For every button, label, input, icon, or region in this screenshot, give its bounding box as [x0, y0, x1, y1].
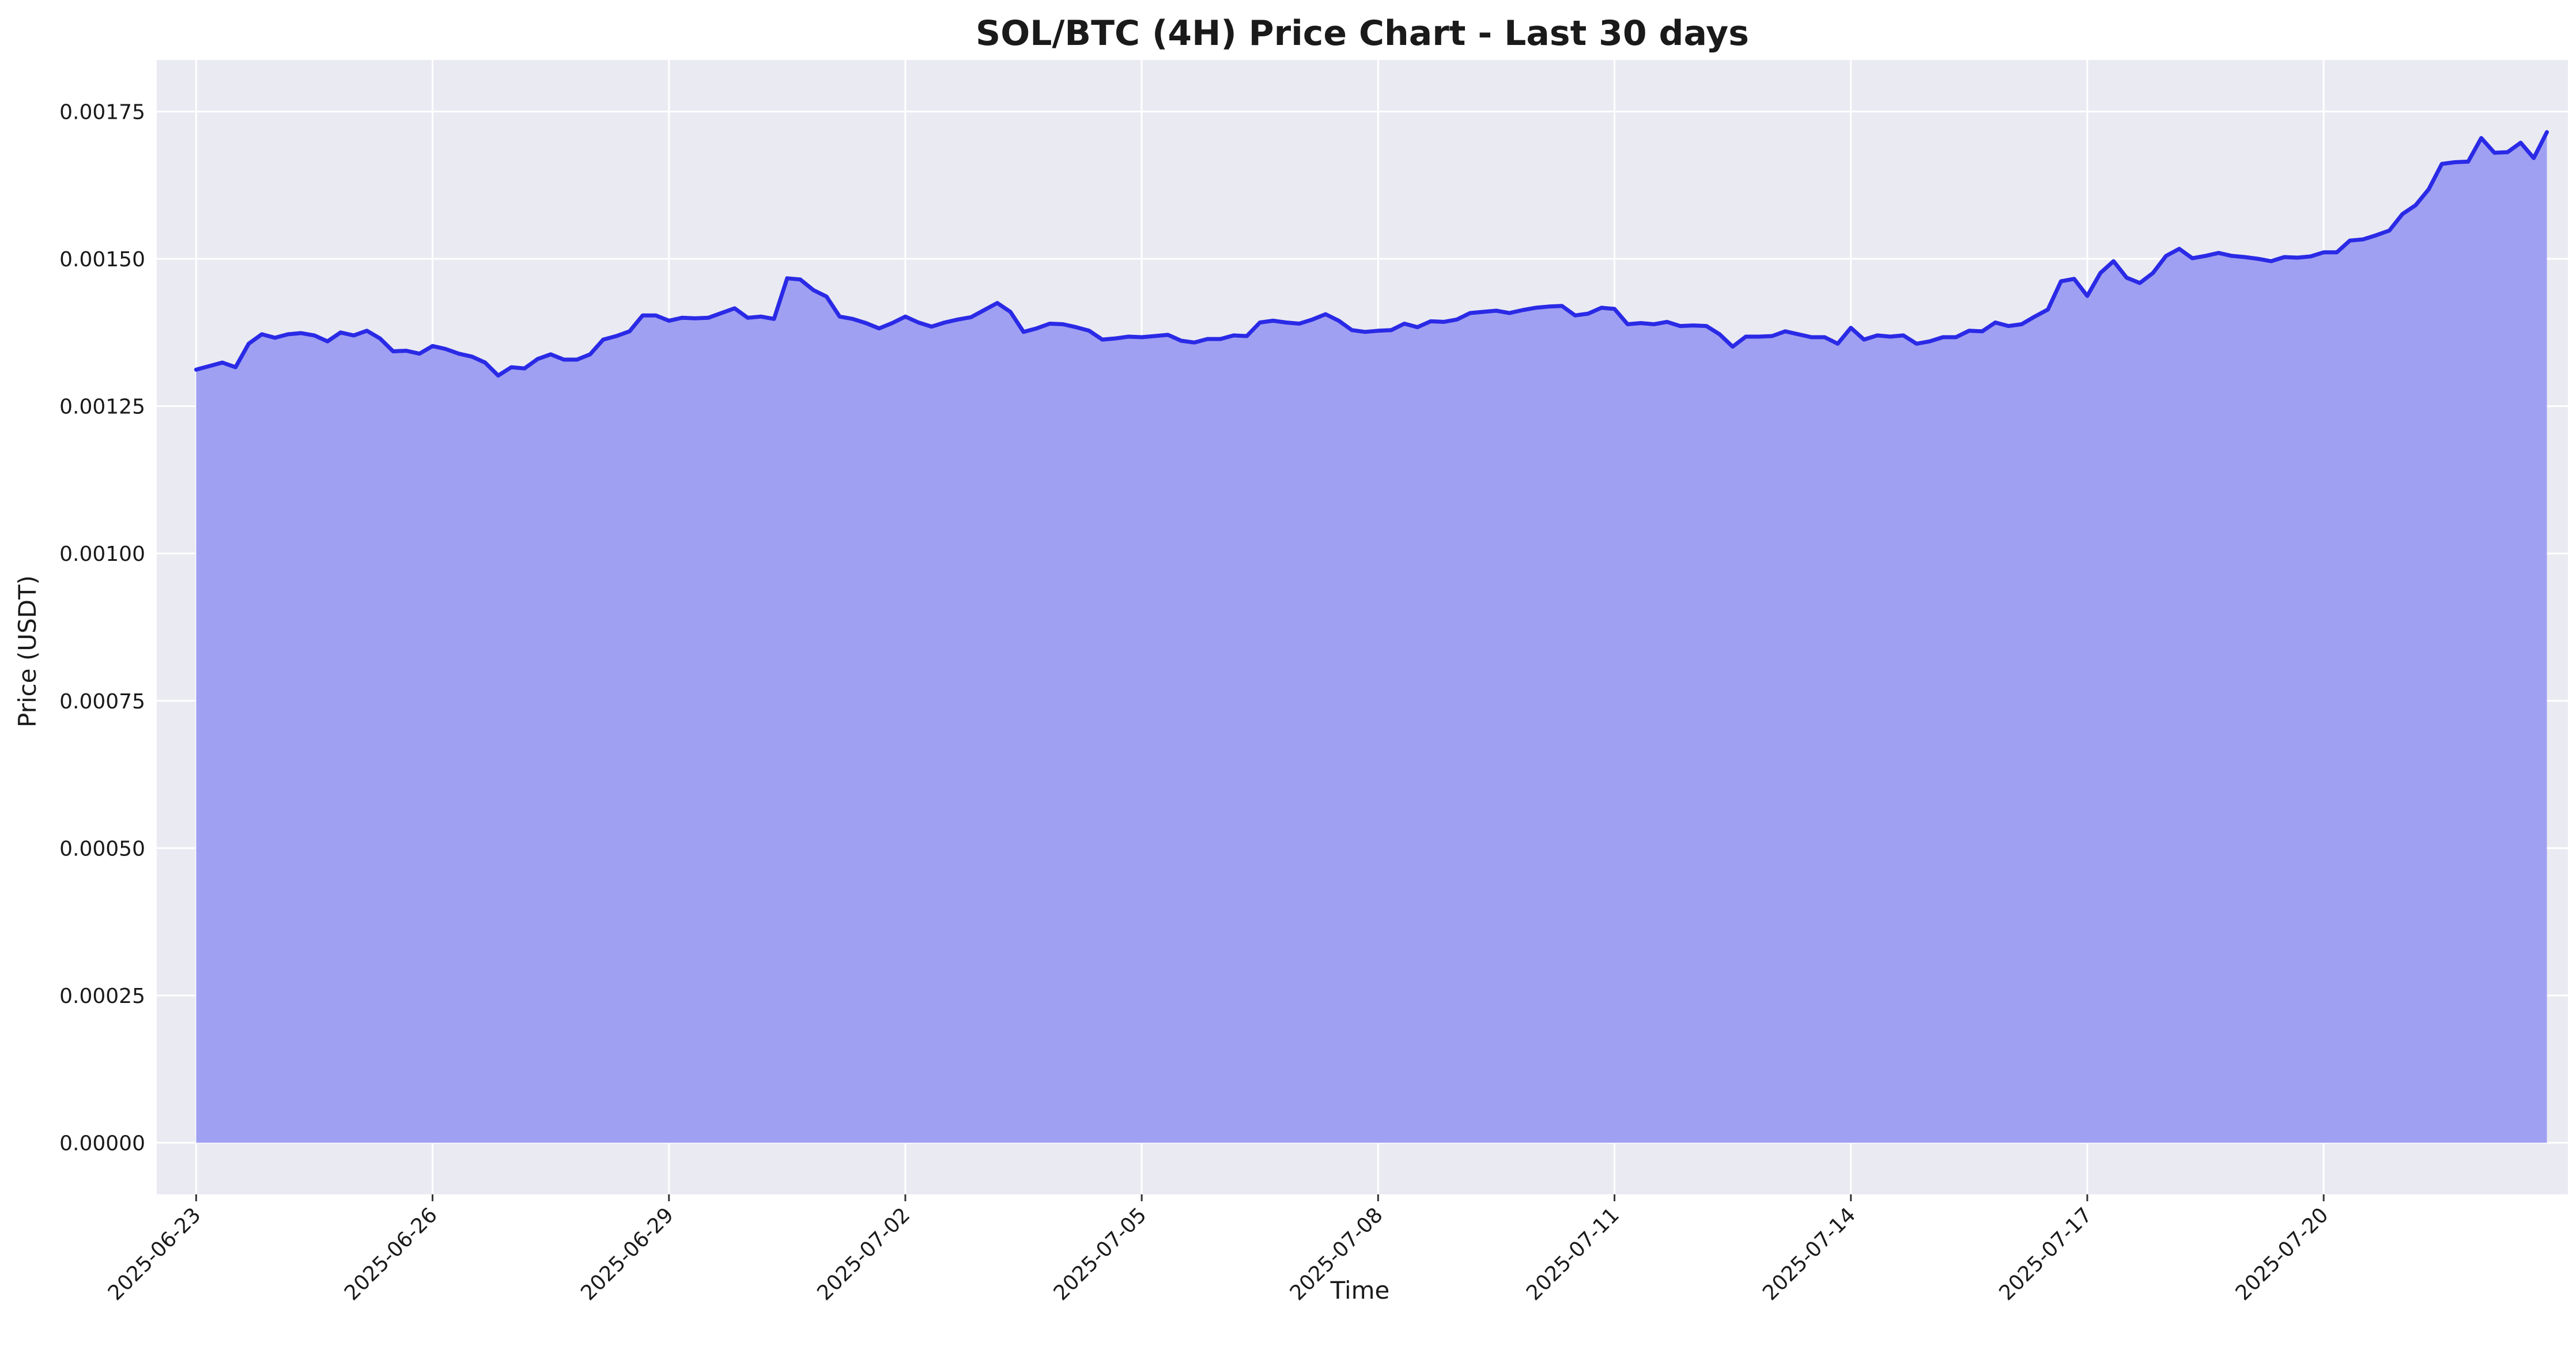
y-tick-label: 0.00050	[59, 837, 145, 861]
y-axis-label: Price (USDT)	[13, 575, 41, 727]
y-tick-label: 0.00075	[59, 690, 145, 714]
chart-title: SOL/BTC (4H) Price Chart - Last 30 days	[976, 13, 1749, 54]
x-tick-label: 2025-07-02	[813, 1203, 915, 1305]
y-axis-ticks: 0.00000 0.00025 0.00050 0.00075 0.00100 0.001…	[59, 100, 145, 1155]
x-tick-label: 2025-07-05	[1049, 1203, 1151, 1305]
x-tick-label: 2025-07-14	[1758, 1203, 1860, 1305]
x-tick-label: 2025-06-29	[576, 1203, 678, 1305]
y-tick-label: 0.00175	[59, 100, 145, 124]
x-tick-label: 2025-07-20	[2231, 1203, 2333, 1305]
x-tick-label: 2025-07-11	[1522, 1203, 1624, 1305]
x-tick-label: 2025-06-26	[340, 1203, 442, 1305]
price-area	[194, 130, 2549, 1143]
y-tick-label: 0.00150	[59, 248, 145, 271]
x-axis-label: Time	[1330, 1276, 1390, 1304]
y-tick-label: 0.00025	[59, 985, 145, 1008]
x-tick-label: 2025-07-17	[1995, 1203, 2097, 1305]
x-axis-ticks: 2025-06-23 2025-06-26 2025-06-29 2025-07-02…	[104, 1194, 2333, 1305]
y-tick-label: 0.00000	[59, 1132, 145, 1156]
x-tick-label: 2025-06-23	[104, 1203, 206, 1305]
price-area-fill	[196, 132, 2547, 1143]
y-tick-label: 0.00100	[59, 542, 145, 566]
y-tick-label: 0.00125	[59, 395, 145, 419]
price-line	[194, 130, 2549, 378]
